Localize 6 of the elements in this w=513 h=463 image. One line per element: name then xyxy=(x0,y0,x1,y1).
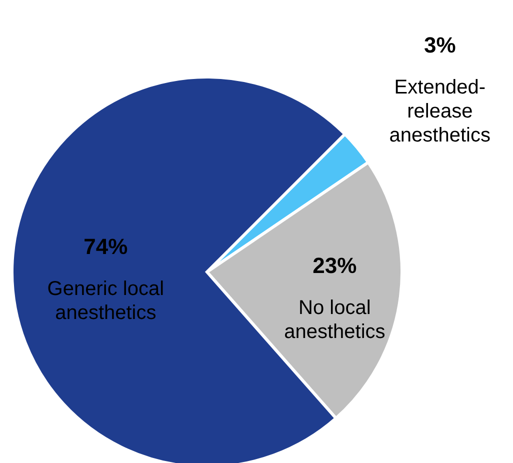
slice-label: Extended-release anesthetics xyxy=(389,76,490,146)
data-label: 3% xyxy=(424,32,456,58)
slice-label: No local anesthetics xyxy=(284,297,386,344)
data-label: 74% xyxy=(84,234,128,259)
data-label: 23% xyxy=(312,253,357,278)
slice-label: Generic local anesthetics xyxy=(47,278,164,324)
